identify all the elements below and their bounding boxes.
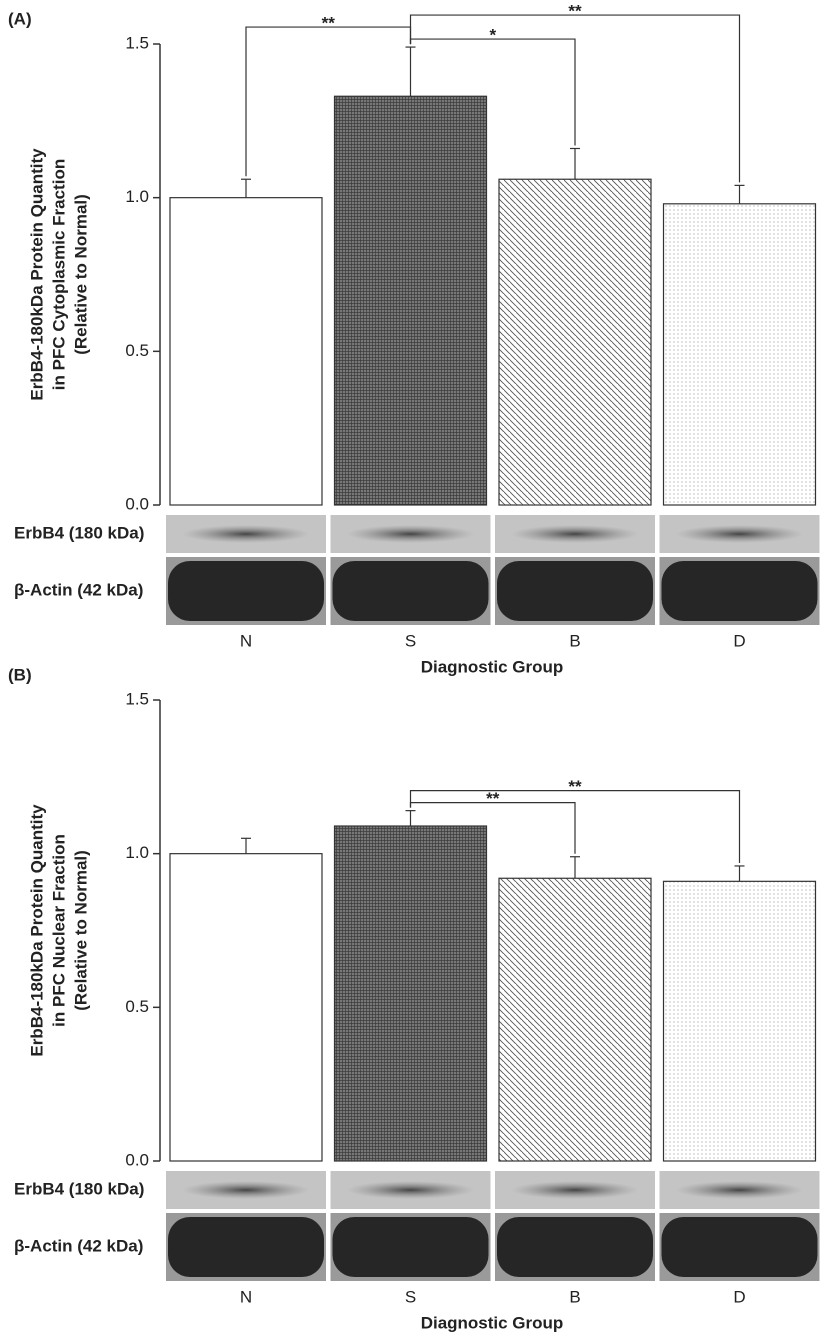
bar	[499, 878, 651, 1161]
panel-label: (A)	[8, 9, 32, 28]
y-tick-label: 1.5	[125, 689, 149, 708]
x-tick-label: D	[733, 1287, 745, 1306]
x-tick-label: B	[569, 1287, 580, 1306]
blot-band	[676, 525, 804, 543]
blot-label: β-Actin (42 kDa)	[14, 580, 143, 599]
x-tick-label: S	[405, 631, 416, 650]
x-tick-label: S	[405, 1287, 416, 1306]
page: (A)ErbB4-180kDa Protein Quantityin PFC C…	[0, 0, 821, 1338]
blot-label: β-Actin (42 kDa)	[14, 1236, 143, 1255]
y-tick-label: 1.0	[125, 187, 149, 206]
blot-label: ErbB4 (180 kDa)	[14, 523, 144, 542]
y-tick-label: 1.5	[125, 33, 149, 52]
blot-band	[511, 1181, 639, 1199]
significance-label: *	[489, 26, 496, 45]
y-axis-title: ErbB4-180kDa Protein Quantity	[27, 804, 46, 1057]
bar	[664, 204, 816, 505]
blot-band	[168, 561, 324, 621]
x-axis-title: Diagnostic Group	[421, 1313, 564, 1332]
y-axis-title: in PFC Nuclear Fraction	[49, 834, 68, 1027]
blot-band	[333, 561, 489, 621]
significance-label: **	[568, 777, 582, 796]
bar	[335, 826, 487, 1161]
y-tick-label: 0.0	[125, 494, 149, 513]
blot-band	[662, 561, 818, 621]
blot-label: ErbB4 (180 kDa)	[14, 1179, 144, 1198]
figure: (A)ErbB4-180kDa Protein Quantityin PFC C…	[0, 0, 821, 1338]
blot-band	[168, 1217, 324, 1277]
blot-band	[497, 1217, 653, 1277]
x-tick-label: N	[240, 631, 252, 650]
significance-label: **	[322, 14, 336, 33]
bar	[170, 198, 322, 505]
blot-band	[511, 525, 639, 543]
blot-band	[347, 525, 475, 543]
blot-band	[676, 1181, 804, 1199]
bar	[664, 881, 816, 1161]
y-tick-label: 0.0	[125, 1150, 149, 1169]
bar	[335, 96, 487, 505]
significance-label: **	[486, 789, 500, 808]
y-axis-title: (Relative to Normal)	[71, 194, 90, 355]
blot-band	[497, 561, 653, 621]
x-tick-label: N	[240, 1287, 252, 1306]
bar	[170, 854, 322, 1161]
x-tick-label: B	[569, 631, 580, 650]
y-tick-label: 0.5	[125, 341, 149, 360]
x-axis-title: Diagnostic Group	[421, 657, 564, 676]
x-tick-label: D	[733, 631, 745, 650]
panel-label: (B)	[8, 665, 32, 684]
blot-band	[662, 1217, 818, 1277]
significance-label: **	[568, 2, 582, 21]
y-tick-label: 0.5	[125, 997, 149, 1016]
y-axis-title: in PFC Cytoplasmic Fraction	[49, 159, 68, 390]
blot-band	[182, 1181, 310, 1199]
bar	[499, 179, 651, 505]
y-axis-title: (Relative to Normal)	[71, 850, 90, 1011]
y-tick-label: 1.0	[125, 843, 149, 862]
blot-band	[182, 525, 310, 543]
y-axis-title: ErbB4-180kDa Protein Quantity	[27, 148, 46, 401]
blot-band	[333, 1217, 489, 1277]
blot-band	[347, 1181, 475, 1199]
